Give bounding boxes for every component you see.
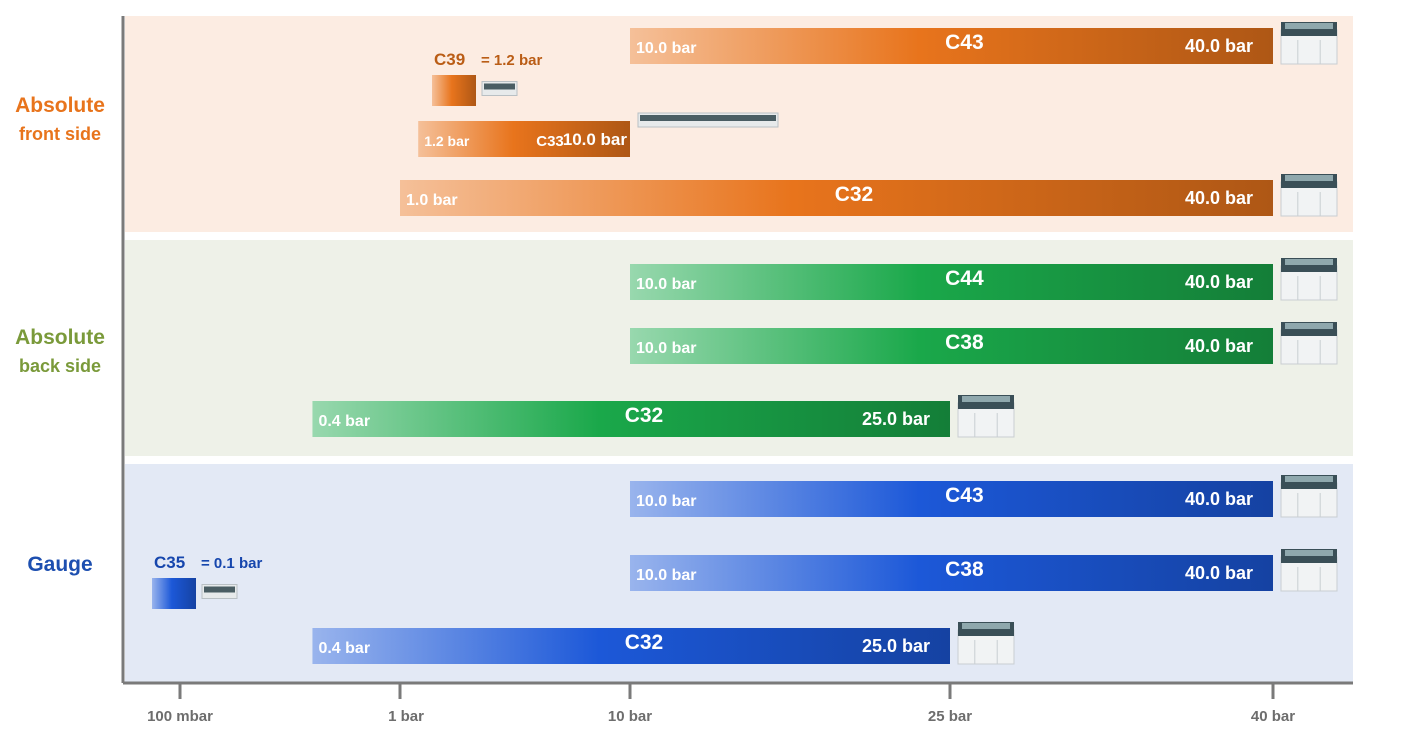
bar-min-label: 10.0 bar (636, 276, 696, 293)
sensor-chip-icon (1280, 322, 1338, 365)
bar-min-label: 10.0 bar (636, 40, 696, 57)
bar-min-label: 10.0 bar (636, 340, 696, 357)
range-bar (312, 628, 950, 664)
bar-back-c38-1: 10.0 bar 40.0 bar C38 (630, 322, 1338, 365)
sensor-chip-icon (1280, 549, 1338, 592)
single-marker (152, 578, 196, 609)
bar-max-label: 40.0 bar (1185, 563, 1253, 583)
bar-front-c43-0: 10.0 bar 40.0 bar C43 (630, 22, 1338, 65)
bar-name: C38 (945, 558, 984, 581)
bar-name: C32 (625, 631, 664, 654)
bar-value-label: = 1.2 bar (481, 52, 542, 69)
group-label-back-0: Absolute (15, 326, 105, 349)
range-bar (418, 121, 630, 157)
bar-gauge-c43-0: 10.0 bar 40.0 bar C43 (630, 475, 1338, 518)
bar-max-label: 40.0 bar (1185, 489, 1253, 509)
bar-back-c44-0: 10.0 bar 40.0 bar C44 (630, 258, 1338, 301)
bar-gauge-c35-1: C35 = 0.1 bar (152, 553, 262, 609)
bar-gauge-c38-2: 10.0 bar 40.0 bar C38 (630, 549, 1338, 592)
bar-value-label: = 0.1 bar (201, 555, 262, 572)
bar-max-label: 10.0 bar (563, 130, 628, 149)
bar-max-label: 40.0 bar (1185, 36, 1253, 56)
group-label-gauge-0: Gauge (27, 553, 92, 576)
sensor-chip-icon (1280, 475, 1338, 518)
sensor-chip-icon (1280, 22, 1338, 65)
bar-max-label: 25.0 bar (862, 636, 930, 656)
bar-max-label: 40.0 bar (1185, 336, 1253, 356)
bar-max-label: 40.0 bar (1185, 272, 1253, 292)
range-bar (400, 180, 1273, 216)
bar-name: C39 (434, 50, 465, 69)
sensor-chip-icon (1280, 174, 1338, 217)
x-tick-label: 100 mbar (147, 708, 213, 725)
group-label-front-0: Absolute (15, 94, 105, 117)
group-label-back-1: back side (19, 356, 101, 376)
bar-min-label: 10.0 bar (636, 567, 696, 584)
bar-min-label: 1.0 bar (406, 192, 458, 209)
single-marker (432, 75, 476, 106)
range-bar (312, 401, 950, 437)
range-bar (630, 28, 1273, 64)
bar-max-label: 40.0 bar (1185, 188, 1253, 208)
x-tick-label: 10 bar (608, 708, 652, 725)
bar-back-c32-2: 0.4 bar 25.0 bar C32 (312, 395, 1015, 438)
sensor-chip-icon (957, 622, 1015, 665)
x-tick-label: 40 bar (1251, 708, 1295, 725)
group-label-front-1: front side (19, 124, 101, 144)
bar-name: C38 (945, 331, 984, 354)
bar-min-label: 0.4 bar (318, 413, 370, 430)
sensor-chip-icon (957, 395, 1015, 438)
sensor-chip-icon (201, 584, 238, 599)
sensor-chip-icon (637, 112, 779, 128)
bar-front-c39-1: C39 = 1.2 bar (432, 50, 542, 106)
x-tick-label: 1 bar (388, 708, 424, 725)
range-bar (630, 555, 1273, 591)
bar-name: C32 (835, 183, 874, 206)
bar-name: C43 (945, 484, 984, 507)
range-bar (630, 481, 1273, 517)
bar-max-label: 25.0 bar (862, 409, 930, 429)
sensor-chip-icon (481, 81, 518, 96)
bar-front-c32-3: 1.0 bar 40.0 bar C32 (400, 174, 1338, 217)
bar-name: C33 (536, 133, 564, 150)
bar-min-label: 10.0 bar (636, 493, 696, 510)
bar-name: C44 (945, 267, 984, 290)
sensor-chip-icon (1280, 258, 1338, 301)
x-tick-label: 25 bar (928, 708, 972, 725)
bar-name: C43 (945, 31, 984, 54)
bar-min-label: 0.4 bar (318, 640, 370, 657)
bar-min-label: 1.2 bar (424, 133, 470, 149)
range-bar (630, 264, 1273, 300)
bar-name: C32 (625, 404, 664, 427)
bar-gauge-c32-3: 0.4 bar 25.0 bar C32 (312, 622, 1015, 665)
range-bar (630, 328, 1273, 364)
bar-name: C35 (154, 553, 185, 572)
